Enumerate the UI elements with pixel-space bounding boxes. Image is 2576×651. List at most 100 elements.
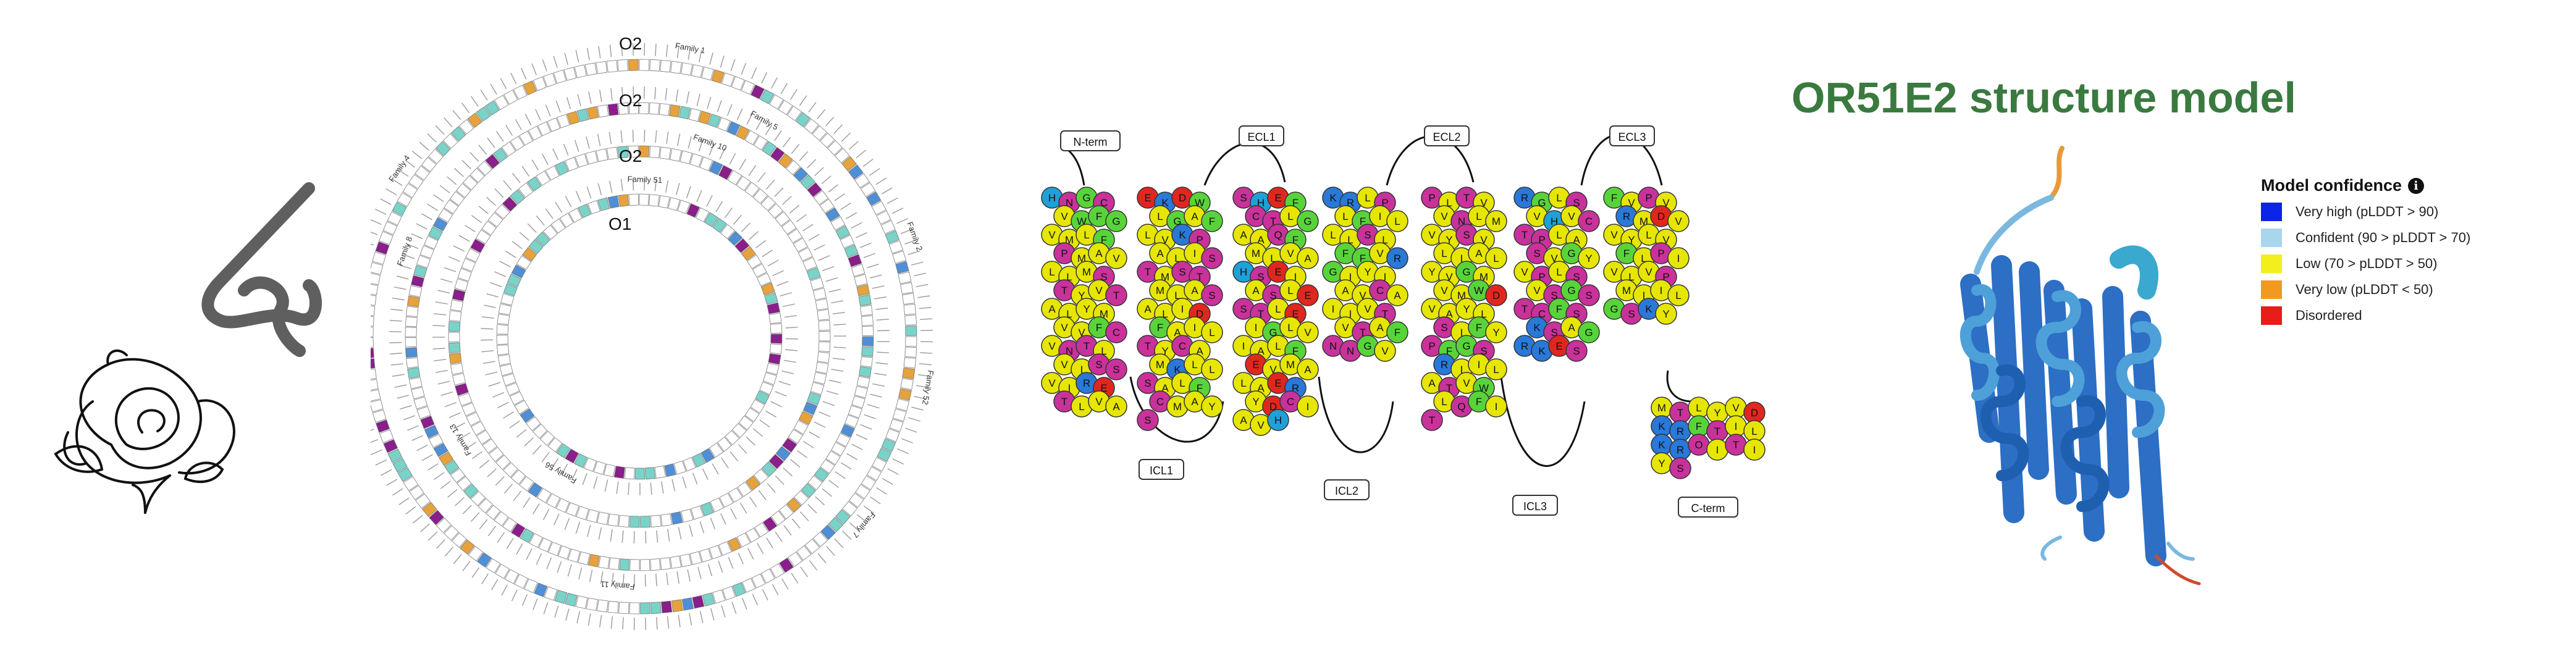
gene-label-mark: [453, 110, 461, 119]
gene-label-mark: [700, 521, 704, 533]
ring-segment: [587, 510, 599, 523]
residue-letter: S: [1240, 303, 1247, 315]
residue-letter: A: [1240, 229, 1247, 241]
gene-label-mark: [851, 222, 862, 228]
legend-label: Disordered: [2296, 308, 2362, 324]
gene-label-mark: [556, 101, 560, 112]
ring-segment: [608, 196, 619, 208]
residue-letter: A: [1475, 248, 1483, 259]
residue-letter: T: [1429, 414, 1435, 426]
residue-letter: V: [1061, 211, 1068, 222]
gene-label-mark: [472, 568, 479, 578]
gene-label-mark: [908, 251, 920, 254]
gene-label-mark: [622, 531, 623, 543]
gene-label-mark: [737, 109, 742, 120]
ring-segment: [904, 358, 915, 368]
ring-segment: [618, 195, 629, 207]
info-icon[interactable]: i: [2408, 178, 2424, 194]
gene-label-mark: [428, 532, 437, 540]
gene-label-mark: [822, 176, 831, 184]
ring-segment: [682, 598, 694, 610]
residue-letter: T: [1677, 407, 1683, 419]
residue-letter: L: [1493, 364, 1499, 376]
gene-label-mark: [497, 532, 504, 542]
gene-label-mark: [611, 88, 612, 101]
residue-letter: L: [1145, 229, 1150, 241]
residue-letter: L: [1365, 192, 1370, 204]
gene-label-mark: [781, 83, 787, 94]
residue-letter: A: [1304, 253, 1311, 264]
residue-letter: L: [1084, 229, 1089, 241]
gene-label-mark: [553, 149, 558, 160]
gene-label-mark: [655, 130, 657, 143]
gene-label-mark: [826, 278, 838, 282]
gene-label-mark: [578, 94, 581, 106]
gene-label-mark: [849, 141, 859, 149]
legend-label: Very low (pLDDT < 50): [2296, 282, 2433, 298]
residue-letter: V: [1257, 419, 1265, 431]
gene-label-mark: [500, 78, 506, 90]
residue-letter: P: [1645, 192, 1652, 204]
gene-label-mark: [841, 463, 851, 469]
ring-segment: [604, 464, 615, 477]
residue-letter: Y: [1083, 303, 1090, 315]
gene-label-mark: [791, 145, 799, 154]
ring-segment: [371, 273, 381, 285]
ring-segment: [660, 558, 671, 570]
residue-letter: S: [1095, 359, 1102, 371]
ring-segment: [450, 300, 463, 311]
gene-label-mark: [762, 589, 768, 600]
gene-label-mark: [676, 183, 680, 195]
ring-segment: [901, 282, 913, 294]
gene-label-mark: [760, 420, 770, 427]
ring-segment: [448, 321, 460, 331]
residue-letter: K: [1179, 229, 1186, 241]
gene-label-mark: [877, 352, 889, 353]
gene-label-mark: [749, 232, 758, 240]
gene-label-mark: [447, 177, 457, 185]
gene-label-mark: [598, 134, 600, 146]
gene-label-mark: [870, 169, 880, 175]
gene-label-mark: [702, 469, 708, 480]
gene-label-mark: [506, 125, 513, 136]
residue-letter: V: [1095, 285, 1103, 296]
gene-label-mark: [436, 302, 448, 304]
gene-label-mark: [486, 372, 497, 375]
residue-letter: C: [1585, 216, 1593, 227]
gene-label-mark: [512, 242, 522, 249]
residue-letter: C: [1156, 396, 1164, 408]
residue-letter: G: [1567, 285, 1575, 296]
residue-letter: Y: [1658, 458, 1665, 469]
ring-segment: [819, 321, 830, 330]
ring-segment: [449, 311, 461, 321]
gene-label-mark: [565, 196, 571, 208]
gene-label-mark: [738, 445, 747, 454]
gene-label-mark: [860, 243, 872, 247]
gene-label-mark: [448, 256, 460, 261]
legend-label: Low (70 > pLDDT > 50): [2296, 256, 2438, 272]
gene-label-mark: [877, 488, 887, 495]
gene-label-mark: [807, 159, 816, 168]
gene-label-mark: [503, 180, 511, 190]
residue-letter: V: [1381, 345, 1389, 357]
gene-label-mark: [668, 529, 670, 542]
gene-label-mark: [777, 282, 788, 286]
ring-segment: [409, 377, 422, 388]
gene-label-mark: [782, 579, 788, 589]
residue-letter: V: [1533, 211, 1541, 222]
gene-label-mark: [487, 294, 499, 297]
ring-segment: [405, 317, 417, 327]
ring-segment: [406, 306, 419, 317]
gene-label-mark: [588, 613, 590, 626]
residue-letter: M: [1156, 359, 1164, 371]
gene-label-mark: [780, 293, 792, 296]
residue-letter: T: [1522, 229, 1528, 241]
gene-label-mark: [815, 167, 824, 176]
residue-letter: R: [1083, 377, 1090, 389]
residue-letter: L: [1209, 327, 1214, 338]
gene-label-mark: [390, 309, 403, 311]
ring-segment: [371, 316, 374, 327]
gene-label-mark: [743, 598, 747, 610]
